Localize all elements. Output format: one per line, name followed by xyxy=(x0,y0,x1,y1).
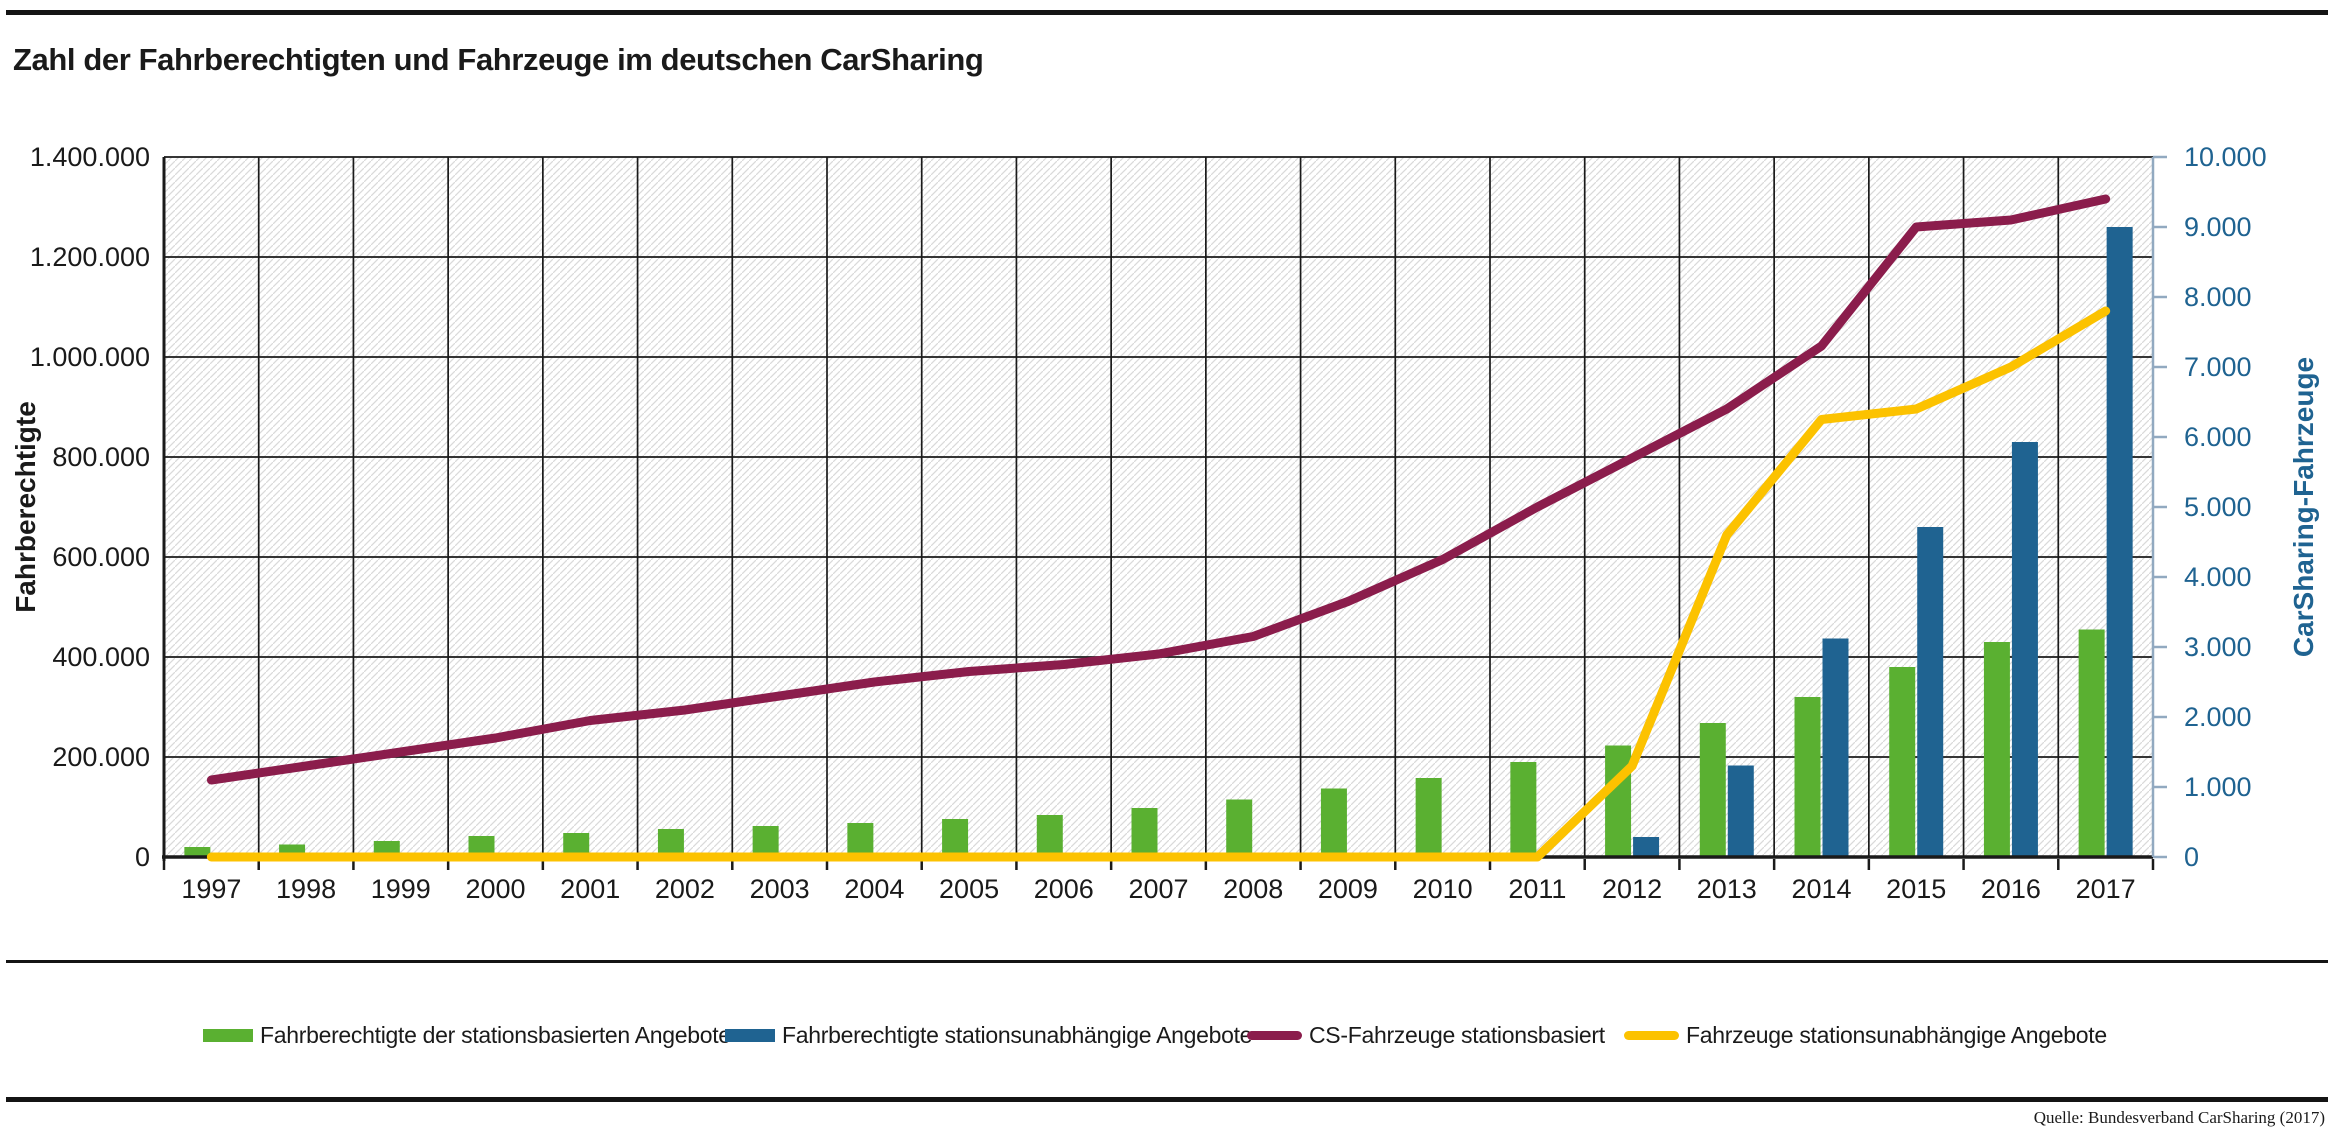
right-tick-label: 1.000 xyxy=(2184,772,2252,802)
maroon-line-swatch xyxy=(1247,1030,1302,1040)
right-tick-label: 3.000 xyxy=(2184,632,2252,662)
right-axis-labels: 0 1.000 2.000 3.000 4.000 5.000 6.000 7.000 8.00… xyxy=(2184,142,2267,872)
legend-label: Fahrzeuge stationsunabhängige Angebote xyxy=(1686,1021,2107,1048)
bar-green-2007 xyxy=(1131,808,1158,857)
right-tick-label: 6.000 xyxy=(2184,422,2252,452)
x-tick-label: 2004 xyxy=(844,874,904,904)
bar-blue-2012 xyxy=(1633,837,1660,857)
bar-green-1997 xyxy=(184,847,211,857)
bar-green-2014 xyxy=(1794,697,1821,857)
x-tick-label: 2003 xyxy=(750,874,810,904)
legend-label: Fahrberechtigte der stationsbasierten An… xyxy=(260,1021,731,1048)
x-tick-label: 1997 xyxy=(181,874,241,904)
bar-green-2004 xyxy=(847,823,874,857)
left-axis-labels: 0 200.000 400.000 600.000 800.000 1.000.000 1.… xyxy=(30,142,150,872)
x-tick-label: 1999 xyxy=(371,874,431,904)
x-tick-label: 2001 xyxy=(560,874,620,904)
right-tick-label: 2.000 xyxy=(2184,702,2252,732)
yellow-line-swatch xyxy=(1624,1030,1679,1040)
line-yellow xyxy=(206,306,2111,862)
right-tick-label: 10.000 xyxy=(2184,142,2267,172)
bar-green-2009 xyxy=(1320,788,1347,857)
x-tick-label: 2017 xyxy=(2076,874,2136,904)
left-tick-label: 0 xyxy=(135,842,150,872)
left-tick-label: 1.200.000 xyxy=(30,242,150,272)
legend-divider-rule xyxy=(6,960,2328,963)
left-tick-label: 1.400.000 xyxy=(30,142,150,172)
bottom-rule xyxy=(6,1097,2328,1102)
left-tick-label: 1.000.000 xyxy=(30,342,150,372)
right-axis-title: CarSharing-Fahrzeuge xyxy=(2288,356,2319,658)
right-tick-label: 8.000 xyxy=(2184,282,2252,312)
legend-item-yellow-line: Fahrzeuge stationsunabhängige Angebote xyxy=(1624,1021,2107,1049)
legend-item-maroon-line: CS-Fahrzeuge stationsbasiert xyxy=(1247,1021,1605,1049)
bar-green-2013 xyxy=(1699,723,1726,857)
legend-item-blue-bars: Fahrberechtigte stationsunabhängige Ange… xyxy=(725,1021,1252,1049)
bar-green-2002 xyxy=(657,829,684,857)
right-axis-ticks xyxy=(2153,155,2167,859)
bar-blue-2016 xyxy=(2011,442,2038,857)
bar-green-2012 xyxy=(1605,745,1632,857)
bar-green-2005 xyxy=(942,819,969,857)
bar-green-2000 xyxy=(468,836,495,857)
bar-blue-2015 xyxy=(1917,527,1944,857)
right-tick-label: 7.000 xyxy=(2184,352,2252,382)
bar-series xyxy=(184,227,2133,857)
bar-green-2008 xyxy=(1226,799,1253,857)
bar-green-2016 xyxy=(1983,642,2010,857)
legend-label: CS-Fahrzeuge stationsbasiert xyxy=(1309,1021,1605,1048)
right-tick-label: 5.000 xyxy=(2184,492,2252,522)
right-tick-label: 9.000 xyxy=(2184,212,2252,242)
bar-green-2010 xyxy=(1415,778,1442,857)
x-tick-label: 1998 xyxy=(276,874,336,904)
page-title: Zahl der Fahrberechtigten und Fahrzeuge … xyxy=(13,41,984,77)
legend-item-green-bars: Fahrberechtigte der stationsbasierten An… xyxy=(203,1021,731,1049)
x-tick-label: 2009 xyxy=(1318,874,1378,904)
left-tick-label: 600.000 xyxy=(52,542,150,572)
x-tick-label: 2011 xyxy=(1508,874,1566,904)
blue-bar-swatch xyxy=(725,1028,775,1042)
right-tick-label: 0 xyxy=(2184,842,2199,872)
plot-background xyxy=(164,157,2153,857)
bar-green-2011 xyxy=(1510,762,1537,857)
x-tick-label: 2007 xyxy=(1128,874,1188,904)
left-axis-title: Fahrberechtigte xyxy=(10,401,41,613)
bar-green-2006 xyxy=(1036,815,1063,857)
right-tick-label: 4.000 xyxy=(2184,562,2252,592)
bar-blue-2014 xyxy=(1822,638,1849,857)
gridlines xyxy=(164,156,2153,857)
x-tick-label: 2013 xyxy=(1697,874,1757,904)
legend-label: Fahrberechtigte stationsunabhängige Ange… xyxy=(782,1021,1253,1048)
x-tick-label: 2008 xyxy=(1223,874,1283,904)
x-tick-label: 2014 xyxy=(1791,874,1851,904)
line-maroon xyxy=(206,194,2111,785)
bar-blue-2017 xyxy=(2106,227,2133,857)
top-rule xyxy=(6,10,2328,15)
x-tick-label: 2010 xyxy=(1413,874,1473,904)
x-tick-label: 2016 xyxy=(1981,874,2041,904)
left-tick-label: 800.000 xyxy=(52,442,150,472)
x-tick-label: 2000 xyxy=(465,874,525,904)
left-tick-label: 200.000 xyxy=(52,742,150,772)
x-tick-label: 2002 xyxy=(655,874,715,904)
left-tick-label: 400.000 xyxy=(52,642,150,672)
bar-green-2017 xyxy=(2078,629,2105,857)
x-tick-label: 2012 xyxy=(1602,874,1662,904)
x-tick-label: 2015 xyxy=(1886,874,1946,904)
source-credit: Quelle: Bundesverband CarSharing (2017) xyxy=(2033,1108,2325,1127)
x-tick-label: 2005 xyxy=(939,874,999,904)
green-bar-swatch xyxy=(203,1028,253,1042)
x-tick-label: 2006 xyxy=(1034,874,1094,904)
bar-green-2015 xyxy=(1889,667,1916,857)
bar-blue-2013 xyxy=(1727,765,1754,857)
x-axis-labels: 1997 1998 1999 2000 2001 2002 2003 2004 2005 2006… xyxy=(181,874,2135,904)
bar-green-2003 xyxy=(752,826,779,857)
